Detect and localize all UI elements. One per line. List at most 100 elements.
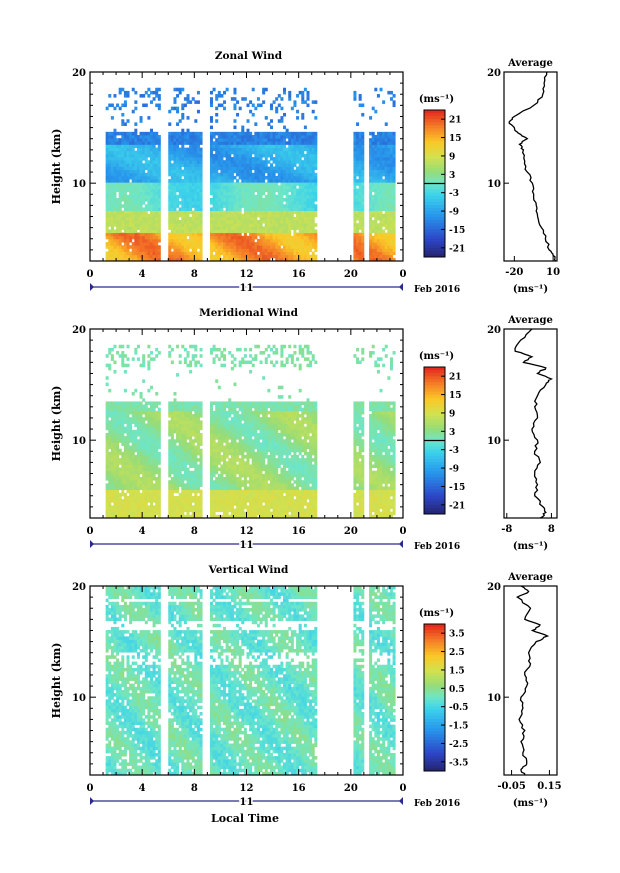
heatmap-cell (123, 495, 127, 500)
heatmap-cell (379, 166, 383, 171)
heatmap-cell (173, 131, 177, 136)
heatmap-cell (186, 495, 190, 500)
heatmap-cell (196, 213, 200, 218)
heatmap-cell (105, 439, 109, 443)
heatmap-cell (311, 100, 315, 104)
heatmap-cell (196, 90, 200, 95)
heatmap-cell (189, 204, 193, 208)
heatmap-cell (108, 201, 112, 205)
heatmap-cell (358, 144, 362, 148)
heatmap-cell (212, 245, 216, 249)
heatmap-cell (285, 245, 289, 249)
heatmap-cell (134, 238, 138, 243)
heatmap-cell (374, 229, 378, 234)
heatmap-cell (259, 163, 263, 167)
heatmap-cell (116, 439, 120, 443)
heatmap-cell (384, 220, 388, 224)
heatmap-cell (155, 182, 159, 186)
heatmap-cell (301, 210, 305, 215)
heatmap-cell (217, 166, 221, 171)
heatmap-cell (280, 191, 284, 196)
heatmap-cell (108, 388, 112, 393)
heatmap-cell (144, 486, 148, 491)
heatmap-cell (376, 204, 380, 208)
heatmap-cell (123, 201, 127, 205)
heatmap-cell (178, 220, 182, 224)
heatmap-cell (126, 185, 130, 189)
heatmap-cell (233, 125, 237, 130)
heatmap-cell (108, 194, 112, 199)
heatmap-cell (369, 257, 373, 262)
heatmap-cell (196, 242, 200, 246)
heatmap-cell (379, 185, 383, 189)
heatmap-cell (256, 257, 260, 262)
heatmap-cell (259, 213, 263, 218)
heatmap-cell (142, 360, 146, 365)
heatmap-cell (267, 207, 271, 211)
heatmap-cell (168, 344, 172, 349)
heatmap-cell (353, 210, 357, 215)
heatmap-cell (149, 486, 153, 491)
heatmap-cell (358, 153, 362, 158)
heatmap-cell (369, 179, 373, 183)
heatmap-cell (225, 245, 229, 249)
heatmap-cell (113, 420, 117, 424)
profile-y-tick-label: 10 (487, 179, 501, 190)
heatmap-cell (155, 216, 159, 221)
heatmap-cell (147, 417, 151, 421)
heatmap-cell (168, 495, 172, 500)
heatmap-cell (303, 147, 307, 152)
heatmap-cell (283, 147, 287, 152)
heatmap-cell (293, 138, 297, 142)
heatmap-cell (228, 188, 232, 193)
heatmap-cell (209, 141, 213, 145)
heatmap-cell (272, 220, 276, 224)
heatmap-cell (194, 191, 198, 196)
heatmap-cell (288, 185, 292, 189)
heatmap-cell (296, 153, 300, 158)
heatmap-cell (105, 407, 109, 412)
heatmap-cell (228, 135, 232, 139)
heatmap-cell (293, 150, 297, 155)
heatmap-cell (134, 141, 138, 145)
heatmap-cell (275, 238, 279, 243)
heatmap-cell (157, 495, 161, 500)
heatmap-cell (356, 131, 360, 136)
heatmap-cell (144, 191, 148, 196)
heatmap-cell (113, 486, 117, 491)
heatmap-cell (353, 242, 357, 246)
heatmap-cell (369, 157, 373, 161)
heatmap-cell (121, 461, 125, 465)
heatmap-cell (113, 153, 117, 158)
heatmap-cell (243, 251, 247, 256)
heatmap-cell (387, 90, 391, 95)
heatmap-cell (155, 179, 159, 183)
heatmap-cell (176, 508, 180, 513)
heatmap-cell (144, 185, 148, 189)
heatmap-cell (241, 198, 245, 202)
heatmap-cell (374, 220, 378, 224)
heatmap-cell (181, 147, 185, 152)
heatmap-cell (238, 169, 242, 174)
heatmap-cell (157, 223, 161, 227)
heatmap-cell (314, 153, 318, 158)
heatmap-cell (178, 242, 182, 246)
heatmap-cell (215, 257, 219, 262)
heatmap-cell (123, 223, 127, 227)
heatmap-cell (283, 213, 287, 218)
heatmap-cell (170, 175, 174, 180)
heatmap-cell (129, 477, 133, 481)
heatmap-cell (126, 480, 130, 484)
heatmap-cell (269, 150, 273, 155)
heatmap-cell (118, 163, 122, 167)
heatmap-cell (176, 216, 180, 221)
heatmap-cell (311, 175, 315, 180)
heatmap-cell (298, 144, 302, 148)
heatmap-cell (176, 439, 180, 443)
heatmap-cell (134, 251, 138, 256)
heatmap-cell (168, 147, 172, 152)
heatmap-cell (303, 153, 307, 158)
heatmap-cell (358, 191, 362, 196)
heatmap-cell (118, 404, 122, 409)
heatmap-cell (113, 448, 117, 453)
